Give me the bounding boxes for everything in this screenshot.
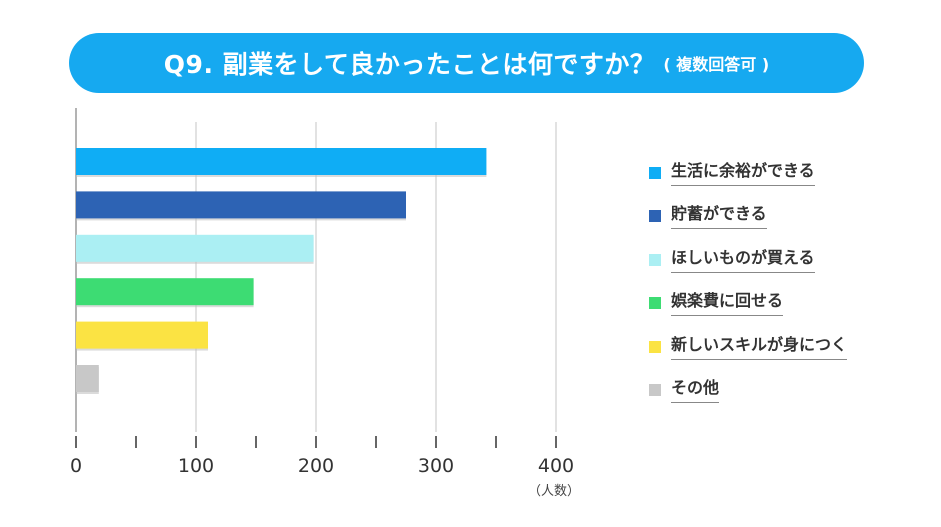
chart-legend: 生活に余裕ができる 貯蓄ができるほしいものが買える 娯楽費に回せる新しいスキルが身に… xyxy=(649,160,848,420)
x-tick-label: 0 xyxy=(70,455,82,477)
bar xyxy=(76,234,314,262)
chart-title: Q9. 副業をして良かったことは何ですか？ xyxy=(163,50,656,79)
legend-swatch xyxy=(649,297,661,310)
x-axis-label: （人数） xyxy=(528,484,580,499)
legend-item: ほしいものが買える xyxy=(649,247,847,290)
bar xyxy=(76,148,487,175)
x-tick-label: 100 xyxy=(178,455,214,477)
legend-label: 娯楽費に回せる xyxy=(671,290,784,317)
x-tick-label: 400 xyxy=(538,455,574,477)
legend-item: その他 xyxy=(649,377,847,420)
legend-label: 新しいスキルが身につく xyxy=(671,334,848,360)
legend-swatch xyxy=(649,167,661,179)
bar xyxy=(76,365,99,392)
legend-label: ほしいものが買える xyxy=(671,247,815,273)
legend-label: 生活に余裕ができる xyxy=(671,160,815,186)
bar xyxy=(76,321,208,349)
x-tick-label: 300 xyxy=(418,455,454,477)
title-banner: Q9. 副業をして良かったことは何ですか？ ( 複数回答可 ) xyxy=(69,33,864,93)
bar xyxy=(76,191,406,219)
legend-label: その他 xyxy=(671,377,720,403)
legend-item: 生活に余裕ができる xyxy=(649,160,847,203)
legend-item: 貯蓄ができる xyxy=(649,203,847,246)
legend-swatch xyxy=(649,340,661,353)
legend-item: 娯楽費に回せる xyxy=(649,290,847,333)
bar xyxy=(76,278,254,306)
legend-label: 貯蓄ができる xyxy=(671,203,767,230)
chart-subtitle: ( 複数回答可 ) xyxy=(663,55,770,74)
legend-item: 新しいスキルが身につく xyxy=(649,334,848,377)
x-tick-label: 200 xyxy=(298,455,334,477)
legend-swatch xyxy=(649,253,661,266)
legend-swatch xyxy=(649,383,661,396)
legend-swatch xyxy=(649,210,661,223)
